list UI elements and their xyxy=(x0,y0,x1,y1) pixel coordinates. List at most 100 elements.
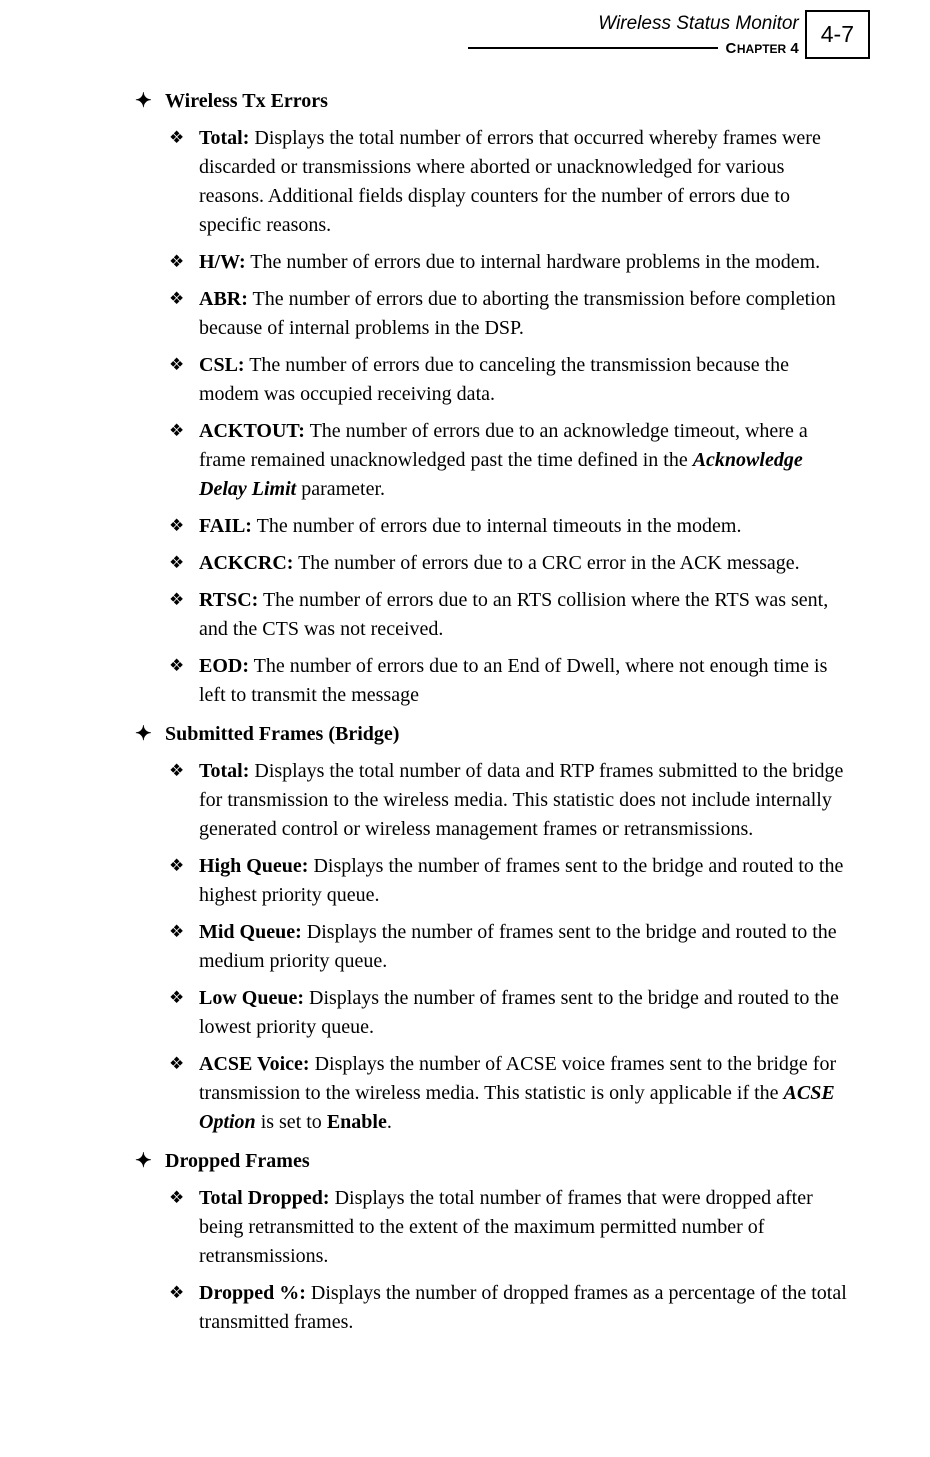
item-bold: Enable xyxy=(327,1111,387,1133)
item-term: ACKTOUT: xyxy=(199,420,305,442)
list-item: ❖Total Dropped: Displays the total numbe… xyxy=(169,1184,850,1271)
list-item: ❖Total: Displays the total number of dat… xyxy=(169,757,850,844)
list-item: ❖High Queue: Displays the number of fram… xyxy=(169,852,850,910)
star-bullet-icon: ✦ xyxy=(135,1147,165,1175)
list-item: ❖FAIL: The number of errors due to inter… xyxy=(169,512,850,541)
diamond-bullet-icon: ❖ xyxy=(169,351,199,378)
item-term: RTSC: xyxy=(199,589,258,611)
list-item: ❖ACSE Voice: Displays the number of ACSE… xyxy=(169,1050,850,1137)
diamond-bullet-icon: ❖ xyxy=(169,549,199,576)
diamond-bullet-icon: ❖ xyxy=(169,417,199,444)
item-term: Total Dropped: xyxy=(199,1187,330,1209)
page-number: 4-7 xyxy=(821,18,854,51)
chapter-label: CHAPTER 4 xyxy=(726,38,799,60)
item-body: Mid Queue: Displays the number of frames… xyxy=(199,918,850,976)
item-term: H/W: xyxy=(199,251,246,273)
diamond-bullet-icon: ❖ xyxy=(169,984,199,1011)
list-item: ❖Dropped %: Displays the number of dropp… xyxy=(169,1279,850,1337)
section: ✦Submitted Frames (Bridge)❖Total: Displa… xyxy=(135,720,850,1137)
page-number-box: 4-7 xyxy=(805,10,870,59)
section-title-text: Submitted Frames (Bridge) xyxy=(165,720,399,749)
item-text: The number of errors due to an End of Dw… xyxy=(199,655,827,706)
section: ✦Dropped Frames ❖Total Dropped: Displays … xyxy=(135,1147,850,1337)
item-term: High Queue: xyxy=(199,855,308,877)
section-title-text: Wireless Tx Errors xyxy=(165,87,328,116)
page: Wireless Status Monitor CHAPTER 4 4-7 ✦W… xyxy=(0,0,930,1377)
item-body: RTSC: The number of errors due to an RTS… xyxy=(199,586,850,644)
section-title: ✦Wireless Tx Errors xyxy=(135,87,850,116)
item-body: EOD: The number of errors due to an End … xyxy=(199,652,850,710)
section-title: ✦Submitted Frames (Bridge) xyxy=(135,720,850,749)
item-body: ABR: The number of errors due to abortin… xyxy=(199,285,850,343)
chapter-label-rest: HAPTER xyxy=(737,42,786,56)
item-term: ACKCRC: xyxy=(199,552,293,574)
header-title: Wireless Status Monitor xyxy=(598,10,798,38)
list-item: ❖H/W: The number of errors due to intern… xyxy=(169,248,850,277)
item-term: Dropped %: xyxy=(199,1282,306,1304)
star-bullet-icon: ✦ xyxy=(135,720,165,748)
list-item: ❖RTSC: The number of errors due to an RT… xyxy=(169,586,850,644)
list-item: ❖Total: Displays the total number of err… xyxy=(169,124,850,240)
item-body: CSL: The number of errors due to canceli… xyxy=(199,351,850,409)
diamond-bullet-icon: ❖ xyxy=(169,248,199,275)
content-body: ✦Wireless Tx Errors❖Total: Displays the … xyxy=(135,87,850,1337)
item-term: FAIL: xyxy=(199,515,252,537)
item-body: Total: Displays the total number of erro… xyxy=(199,124,850,240)
section-title-text: Dropped Frames xyxy=(165,1147,310,1176)
list-item: ❖EOD: The number of errors due to an End… xyxy=(169,652,850,710)
item-body: ACSE Voice: Displays the number of ACSE … xyxy=(199,1050,850,1137)
item-term: EOD: xyxy=(199,655,249,677)
diamond-bullet-icon: ❖ xyxy=(169,1279,199,1306)
item-text-mid: is set to xyxy=(256,1111,327,1133)
item-body: Dropped %: Displays the number of droppe… xyxy=(199,1279,850,1337)
diamond-bullet-icon: ❖ xyxy=(169,1184,199,1211)
page-header: Wireless Status Monitor CHAPTER 4 4-7 xyxy=(40,10,870,59)
chapter-number: 4 xyxy=(786,40,799,57)
section: ✦Wireless Tx Errors❖Total: Displays the … xyxy=(135,87,850,710)
item-term: CSL: xyxy=(199,354,245,376)
item-text: Displays the total number of errors that… xyxy=(199,127,821,236)
diamond-bullet-icon: ❖ xyxy=(169,1050,199,1077)
diamond-bullet-icon: ❖ xyxy=(169,124,199,151)
item-text: The number of errors due to canceling th… xyxy=(199,354,789,405)
section-title: ✦Dropped Frames xyxy=(135,1147,850,1176)
diamond-bullet-icon: ❖ xyxy=(169,285,199,312)
item-body: High Queue: Displays the number of frame… xyxy=(199,852,850,910)
item-term: Total: xyxy=(199,127,249,149)
list-item: ❖ABR: The number of errors due to aborti… xyxy=(169,285,850,343)
item-list: ❖Total: Displays the total number of err… xyxy=(169,124,850,710)
header-rule xyxy=(468,47,718,49)
item-body: ACKCRC: The number of errors due to a CR… xyxy=(199,549,850,578)
diamond-bullet-icon: ❖ xyxy=(169,652,199,679)
item-body: Total Dropped: Displays the total number… xyxy=(199,1184,850,1271)
list-item: ❖Mid Queue: Displays the number of frame… xyxy=(169,918,850,976)
item-text-post: parameter. xyxy=(296,478,385,500)
diamond-bullet-icon: ❖ xyxy=(169,586,199,613)
chapter-line: CHAPTER 4 xyxy=(468,38,799,60)
item-text: The number of errors due to internal tim… xyxy=(252,515,742,537)
item-body: Total: Displays the total number of data… xyxy=(199,757,850,844)
diamond-bullet-icon: ❖ xyxy=(169,918,199,945)
item-text: The number of errors due to aborting the… xyxy=(199,288,836,339)
item-list: ❖Total Dropped: Displays the total numbe… xyxy=(169,1184,850,1337)
diamond-bullet-icon: ❖ xyxy=(169,757,199,784)
item-body: ACKTOUT: The number of errors due to an … xyxy=(199,417,850,504)
chapter-label-initial: C xyxy=(726,40,737,57)
diamond-bullet-icon: ❖ xyxy=(169,512,199,539)
star-bullet-icon: ✦ xyxy=(135,87,165,115)
item-term: Total: xyxy=(199,760,249,782)
item-text-post: . xyxy=(387,1111,392,1133)
item-list: ❖Total: Displays the total number of dat… xyxy=(169,757,850,1137)
list-item: ❖ACKCRC: The number of errors due to a C… xyxy=(169,549,850,578)
item-text: The number of errors due to a CRC error … xyxy=(293,552,799,574)
item-body: Low Queue: Displays the number of frames… xyxy=(199,984,850,1042)
header-text-block: Wireless Status Monitor CHAPTER 4 xyxy=(468,10,799,59)
item-text: The number of errors due to internal har… xyxy=(246,251,820,273)
item-body: FAIL: The number of errors due to intern… xyxy=(199,512,850,541)
item-term: Mid Queue: xyxy=(199,921,302,943)
list-item: ❖Low Queue: Displays the number of frame… xyxy=(169,984,850,1042)
list-item: ❖ACKTOUT: The number of errors due to an… xyxy=(169,417,850,504)
item-term: ACSE Voice: xyxy=(199,1053,310,1075)
list-item: ❖CSL: The number of errors due to cancel… xyxy=(169,351,850,409)
item-body: H/W: The number of errors due to interna… xyxy=(199,248,850,277)
